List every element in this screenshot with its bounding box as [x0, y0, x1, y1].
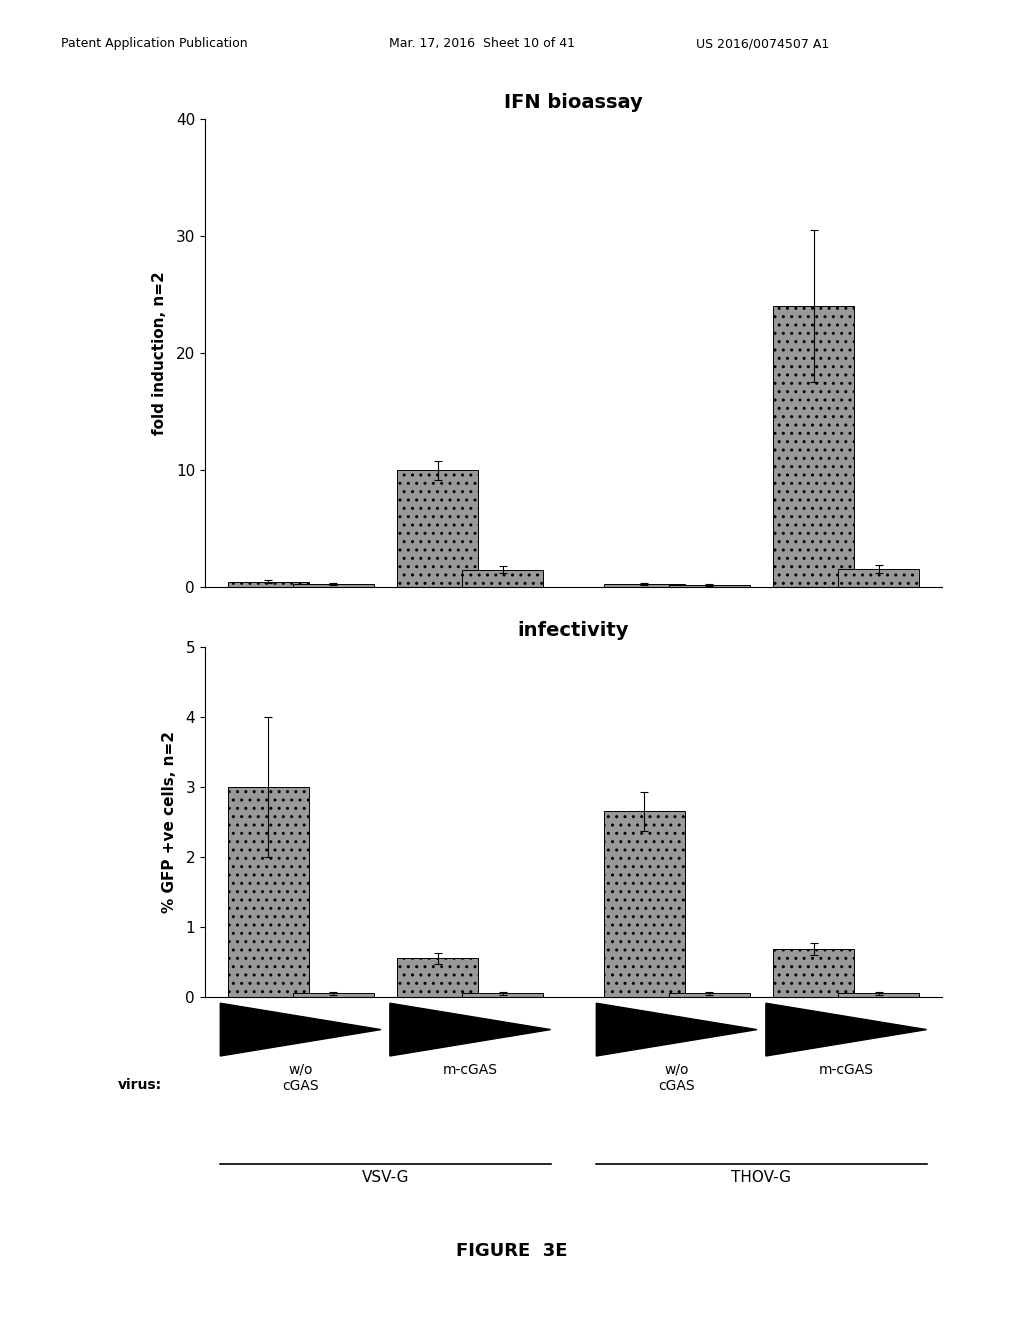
Bar	[604, 812, 685, 997]
Text: Mar. 17, 2016  Sheet 10 of 41: Mar. 17, 2016 Sheet 10 of 41	[389, 37, 575, 50]
Text: THOV-G: THOV-G	[731, 1170, 792, 1184]
Text: w/o
cGAS: w/o cGAS	[658, 1063, 695, 1093]
Text: FIGURE  3E: FIGURE 3E	[457, 1242, 567, 1261]
Title: infectivity: infectivity	[518, 620, 629, 640]
Text: w/o
cGAS: w/o cGAS	[283, 1063, 318, 1093]
Bar	[462, 993, 543, 997]
Text: m-cGAS: m-cGAS	[819, 1063, 873, 1077]
Y-axis label: % GFP +ve cells, n=2: % GFP +ve cells, n=2	[162, 731, 177, 912]
Text: VSV-G: VSV-G	[361, 1170, 410, 1184]
Bar	[669, 993, 750, 997]
Bar	[462, 570, 543, 587]
Text: US 2016/0074507 A1: US 2016/0074507 A1	[696, 37, 829, 50]
Text: Patent Application Publication: Patent Application Publication	[61, 37, 248, 50]
Text: m-cGAS: m-cGAS	[442, 1063, 498, 1077]
Bar	[397, 958, 478, 997]
Bar	[397, 470, 478, 587]
Text: virus:: virus:	[118, 1078, 162, 1093]
Bar	[293, 583, 374, 587]
Bar	[227, 787, 309, 997]
Bar	[838, 569, 920, 587]
Title: IFN bioassay: IFN bioassay	[504, 92, 643, 112]
Y-axis label: fold induction, n=2: fold induction, n=2	[153, 271, 167, 436]
Bar	[293, 993, 374, 997]
Bar	[773, 306, 854, 587]
Bar	[669, 585, 750, 587]
Bar	[773, 949, 854, 997]
Bar	[604, 583, 685, 587]
Bar	[227, 582, 309, 587]
Bar	[838, 993, 920, 997]
